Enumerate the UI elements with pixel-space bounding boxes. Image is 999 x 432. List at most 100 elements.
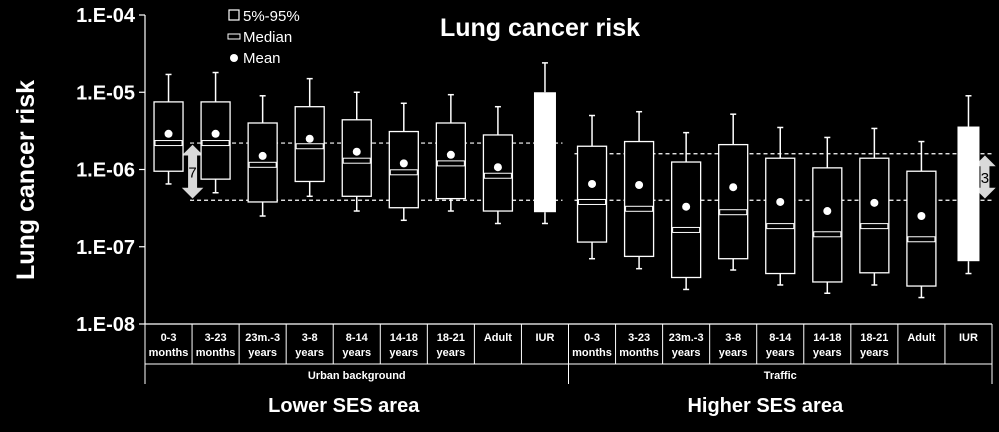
box-12 — [718, 113, 749, 271]
percentile-box — [670, 161, 702, 279]
mean-marker — [635, 181, 644, 190]
median-marker — [201, 140, 230, 147]
x-category-label-line2: months — [619, 347, 659, 359]
median-marker — [389, 169, 418, 176]
median-marker — [248, 161, 277, 168]
legend-label: Median — [243, 29, 292, 46]
x-category-label: 23m.-3 — [245, 332, 280, 344]
x-category-label: 0-3 — [584, 332, 600, 344]
x-category-label-line2: months — [149, 347, 189, 359]
median-marker — [578, 198, 607, 205]
mean-marker — [399, 159, 408, 168]
median-marker — [154, 140, 183, 147]
box-6 — [435, 93, 467, 212]
legend-mean-swatch — [230, 54, 238, 62]
area-label: Lower SES area — [268, 395, 420, 417]
x-category-label: 14-18 — [813, 332, 841, 344]
x-category-label-line2: years — [248, 347, 277, 359]
median-marker — [295, 143, 324, 150]
mean-marker — [776, 197, 785, 206]
ratio-label: 3 — [981, 170, 989, 187]
x-category-label: 3-8 — [725, 332, 741, 344]
x-category-label: 3-23 — [205, 332, 227, 344]
x-category-label: 8-14 — [769, 332, 792, 344]
x-category-label: IUR — [959, 332, 978, 344]
x-category-label: 23m.-3 — [669, 332, 704, 344]
x-category-label-line2: years — [672, 347, 701, 359]
area-label: Higher SES area — [687, 395, 844, 417]
x-category-label-line2: months — [196, 347, 236, 359]
x-category-label: 8-14 — [346, 332, 369, 344]
mean-marker — [446, 150, 455, 159]
box-9 — [576, 114, 608, 260]
box-14 — [812, 136, 843, 295]
median-marker — [860, 223, 889, 230]
mean-marker — [211, 129, 220, 138]
mean-marker — [917, 212, 926, 221]
median-marker — [625, 205, 654, 212]
iur-bar — [533, 92, 556, 213]
median-marker — [483, 172, 512, 179]
x-category-label-line2: years — [719, 347, 748, 359]
box-3 — [294, 77, 325, 198]
median-marker — [766, 223, 795, 230]
y-tick-label: 1.E-05 — [76, 82, 135, 104]
x-category-label-line2: years — [813, 347, 842, 359]
x-category-label: 0-3 — [161, 332, 177, 344]
y-tick-label: 1.E-08 — [76, 314, 135, 336]
percentile-box — [906, 170, 937, 287]
box-5 — [388, 102, 419, 222]
percentile-box — [623, 140, 655, 258]
y-tick-label: 1.E-06 — [76, 160, 135, 182]
x-category-label: 18-21 — [860, 332, 888, 344]
box-8 — [533, 62, 556, 225]
median-marker — [342, 157, 371, 164]
mean-marker — [305, 134, 314, 143]
mean-marker — [493, 163, 502, 172]
x-category-label-line2: months — [572, 347, 612, 359]
mean-marker — [870, 198, 879, 207]
box-17 — [957, 95, 980, 275]
box-15 — [859, 127, 890, 286]
mean-marker — [588, 179, 597, 188]
box-16 — [906, 140, 937, 299]
median-marker — [719, 209, 748, 216]
ratio-arrow — [179, 143, 206, 200]
y-tick-label: 1.E-07 — [76, 237, 135, 259]
percentile-box — [718, 143, 749, 260]
x-category-label: Adult — [484, 332, 512, 344]
box-2 — [247, 95, 278, 217]
group-label: Traffic — [764, 370, 797, 382]
legend-label: Mean — [243, 50, 281, 67]
x-category-label-line2: years — [766, 347, 795, 359]
x-category-label-line2: years — [295, 347, 324, 359]
legend-box-swatch — [228, 9, 240, 21]
median-marker — [813, 231, 842, 238]
box-0 — [153, 73, 184, 185]
legend-label: 5%-95% — [243, 8, 300, 25]
mean-marker — [729, 183, 738, 192]
box-4 — [341, 91, 372, 212]
x-category-label-line2: years — [389, 347, 418, 359]
median-marker — [436, 160, 465, 167]
median-marker — [907, 236, 936, 243]
mean-marker — [164, 129, 173, 138]
percentile-box — [576, 145, 608, 243]
box-13 — [765, 126, 796, 286]
x-category-label-line2: years — [342, 347, 371, 359]
y-axis-label: Lung cancer risk — [12, 80, 40, 280]
x-category-label: Adult — [907, 332, 935, 344]
mean-marker — [258, 151, 267, 160]
percentile-box — [765, 157, 796, 275]
ratio-label: 7 — [188, 165, 196, 182]
x-category-label: 3-23 — [628, 332, 650, 344]
mean-marker — [682, 202, 691, 211]
chart-title: Lung cancer risk — [440, 14, 640, 42]
mean-marker — [823, 207, 832, 216]
y-tick-label: 1.E-04 — [76, 5, 136, 27]
x-category-label: 18-21 — [437, 332, 465, 344]
x-category-label: IUR — [535, 332, 554, 344]
x-category-label-line2: years — [436, 347, 465, 359]
x-category-label-line2: years — [860, 347, 889, 359]
